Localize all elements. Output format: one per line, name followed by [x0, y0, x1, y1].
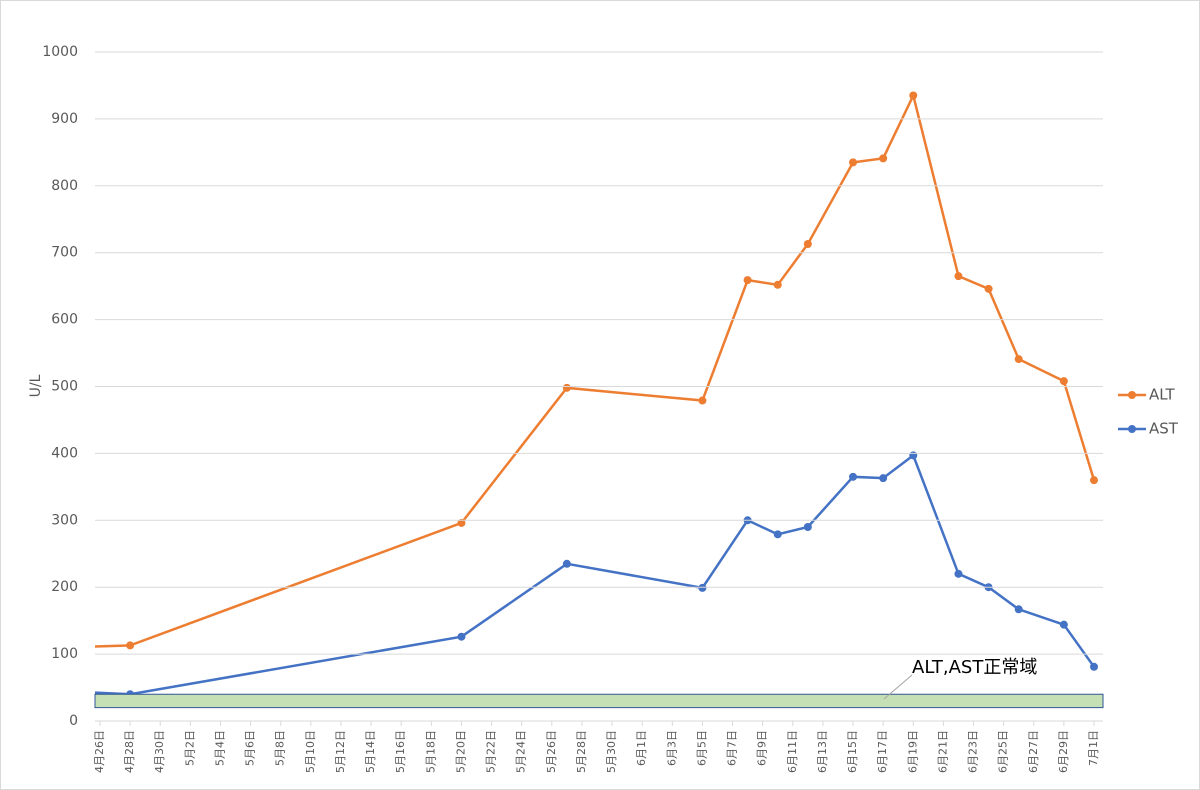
y-tick-label: 600	[51, 312, 78, 328]
data-point	[1014, 605, 1023, 614]
x-tick-label: 5月20日	[454, 730, 467, 773]
x-tick-label: 6月17日	[876, 730, 889, 773]
x-tick-label: 5月28日	[575, 730, 588, 773]
y-tick-label: 1000	[42, 44, 78, 60]
data-point	[849, 158, 858, 167]
data-point	[1014, 355, 1023, 364]
y-tick-label: 300	[51, 512, 78, 528]
data-point	[984, 284, 993, 293]
x-tick-label: 6月23日	[967, 730, 980, 773]
x-tick-label: 6月19日	[906, 730, 919, 773]
data-point	[849, 472, 858, 481]
data-point	[909, 91, 918, 100]
data-point	[698, 583, 707, 592]
data-point	[773, 530, 782, 539]
x-tick-label: 6月29日	[1057, 730, 1070, 773]
x-tick-label: 5月14日	[364, 730, 377, 773]
x-tick-label: 5月18日	[424, 730, 437, 773]
y-tick-label: 700	[51, 245, 78, 261]
y-tick-label: 800	[51, 178, 78, 194]
x-tick-label: 7月1日	[1087, 730, 1100, 766]
series-line	[95, 91, 1096, 648]
x-tick-label: 5月6日	[244, 730, 257, 766]
data-point	[879, 154, 888, 163]
data-point	[1090, 476, 1098, 485]
y-tick-label: 900	[51, 111, 78, 127]
annotation-leader	[883, 674, 913, 700]
legend-label: ALT	[1149, 386, 1176, 404]
data-point	[773, 280, 782, 289]
data-point	[909, 451, 918, 460]
x-tick-label: 6月15日	[846, 730, 859, 773]
data-point	[954, 272, 963, 281]
x-tick-label: 6月1日	[635, 730, 648, 766]
x-tick-label: 5月16日	[394, 730, 407, 773]
legend-marker	[1128, 425, 1136, 433]
x-tick-label: 6月27日	[1027, 730, 1040, 773]
data-point	[698, 396, 707, 405]
x-tick-label: 5月26日	[545, 730, 558, 773]
x-tick-label: 6月25日	[997, 730, 1010, 773]
x-tick-label: 4月26日	[93, 730, 106, 773]
x-tick-label: 6月21日	[936, 730, 949, 773]
x-tick-label: 5月12日	[334, 730, 347, 773]
data-point	[743, 276, 752, 285]
y-tick-label: 400	[51, 445, 78, 461]
x-tick-label: 6月7日	[726, 730, 739, 766]
data-point	[803, 240, 812, 249]
x-tick-label: 6月5日	[695, 730, 708, 766]
x-tick-label: 4月30日	[153, 730, 166, 773]
y-tick-label: 100	[51, 646, 78, 662]
x-tick-label: 5月24日	[515, 730, 528, 773]
y-tick-label: 200	[51, 579, 78, 595]
x-tick-label: 5月10日	[304, 730, 317, 773]
x-tick-label: 5月22日	[485, 730, 498, 773]
data-point	[457, 632, 466, 641]
data-point	[1059, 620, 1068, 629]
data-point	[954, 569, 963, 578]
data-point	[457, 518, 466, 527]
x-tick-label: 4月28日	[123, 730, 136, 773]
x-tick-label: 6月9日	[756, 730, 769, 766]
y-axis-label: U/L	[28, 374, 44, 397]
x-tick-label: 5月8日	[274, 730, 287, 766]
y-tick-label: 500	[51, 379, 78, 395]
x-tick-label: 6月13日	[816, 730, 829, 773]
plot-area	[95, 91, 1098, 699]
series-line	[95, 453, 1096, 696]
y-tick-label: 0	[69, 713, 78, 729]
x-tick-label: 6月11日	[786, 730, 799, 773]
data-point	[562, 559, 571, 568]
data-point	[126, 641, 135, 650]
data-point	[803, 522, 812, 531]
data-point	[562, 383, 571, 392]
legend-marker	[1128, 391, 1136, 399]
data-point	[879, 474, 888, 483]
normal-range-band	[94, 693, 1104, 709]
x-tick-label: 5月2日	[183, 730, 196, 766]
x-tick-label: 5月4日	[213, 730, 226, 766]
x-tick-label: 6月3日	[665, 730, 678, 766]
legend-label: AST	[1149, 420, 1179, 438]
annotation: ALT,AST正常域	[912, 657, 1037, 678]
data-point	[1090, 662, 1098, 671]
data-point	[1059, 377, 1068, 386]
x-tick-label: 5月30日	[605, 730, 618, 773]
